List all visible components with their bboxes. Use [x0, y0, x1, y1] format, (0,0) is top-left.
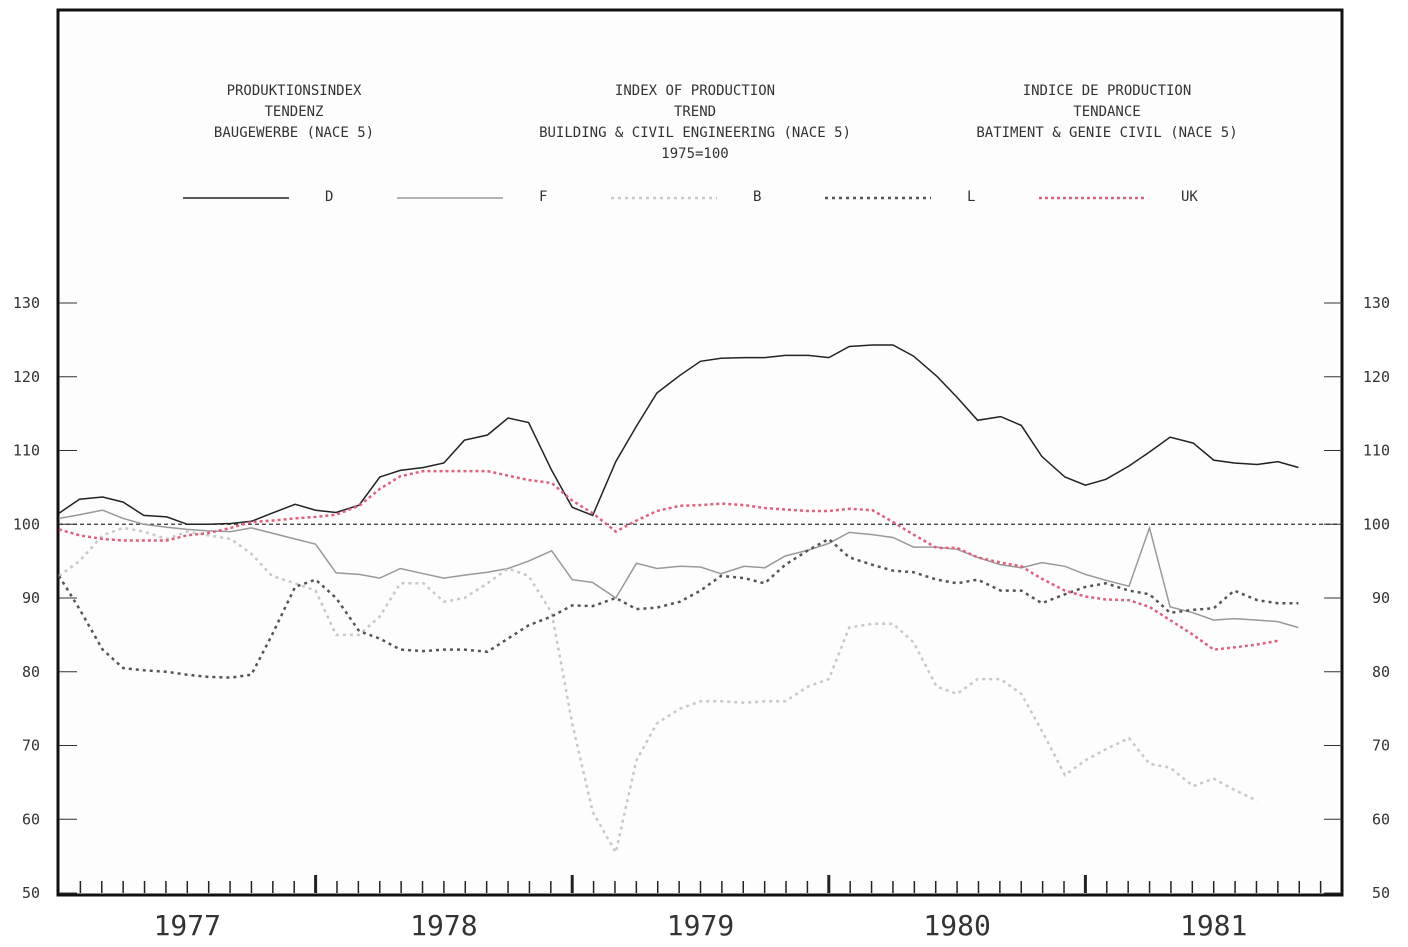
- y-tick-label: 80: [22, 663, 40, 681]
- x-tick-label: 1979: [667, 909, 734, 942]
- y-tick-label: 70: [22, 737, 40, 755]
- legend-label: F: [539, 189, 547, 205]
- y-tick-label-right: 70: [1372, 737, 1390, 755]
- y-tick-label-right: 110: [1363, 442, 1390, 460]
- y-tick-label-right: 80: [1372, 663, 1390, 681]
- title-line: TREND: [674, 104, 716, 120]
- title-line: BAUGEWERBE (NACE 5): [214, 125, 374, 141]
- legend-label: L: [967, 189, 975, 205]
- y-tick-label: 90: [22, 589, 40, 607]
- x-tick-label: 1978: [410, 909, 477, 942]
- y-tick-label: 120: [13, 368, 40, 386]
- frame: [56, 8, 1344, 897]
- legend-label: UK: [1181, 189, 1198, 205]
- legend-label: B: [753, 189, 761, 205]
- y-tick-label-right: 60: [1372, 810, 1390, 828]
- y-tick-label-right: 90: [1372, 589, 1390, 607]
- x-tick-label: 1980: [923, 909, 990, 942]
- y-tick-label-right: 50: [1372, 884, 1390, 902]
- series-line: [57, 537, 1299, 679]
- y-tick-label-right: 120: [1363, 368, 1390, 386]
- y-tick-label-right: 130: [1363, 294, 1390, 312]
- series-line: [58, 526, 1258, 856]
- title-line: INDEX OF PRODUCTION: [615, 83, 775, 99]
- y-tick-label-right: 100: [1363, 515, 1390, 533]
- y-tick-label: 130: [13, 294, 40, 312]
- series-line: [58, 509, 1299, 629]
- series-line: [58, 469, 1279, 651]
- y-tick-label: 110: [13, 442, 40, 460]
- title-line: TENDENZ: [264, 104, 323, 120]
- title-line: INDICE DE PRODUCTION: [1023, 83, 1192, 99]
- title-line: TENDANCE: [1073, 104, 1140, 120]
- series-line: [58, 344, 1299, 526]
- x-tick-label: 1977: [154, 909, 221, 942]
- x-tick-label: 1981: [1180, 909, 1247, 942]
- title-line: PRODUKTIONSINDEX: [227, 83, 362, 99]
- title-line: BUILDING & CIVIL ENGINEERING (NACE 5): [539, 125, 851, 141]
- y-tick-label: 100: [13, 515, 40, 533]
- title-line: 1975=100: [661, 146, 728, 162]
- y-tick-label: 60: [22, 810, 40, 828]
- legend-label: D: [325, 189, 333, 205]
- title-line: BATIMENT & GENIE CIVIL (NACE 5): [976, 125, 1237, 141]
- y-tick-label: 50: [22, 884, 40, 902]
